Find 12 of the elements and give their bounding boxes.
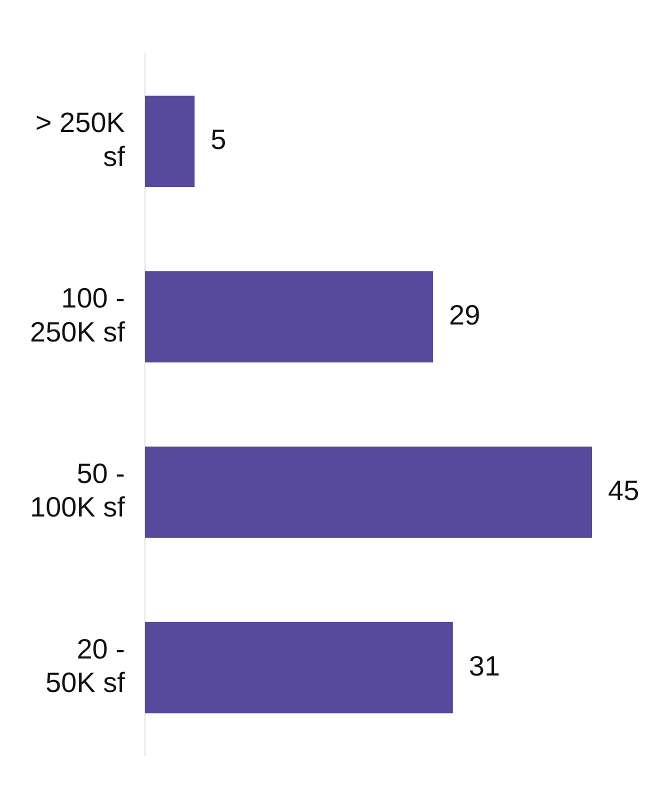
y-tick-label: 100 - 250K sf [30,282,126,348]
bar [144,96,195,187]
data-label: 45 [608,474,640,506]
data-label: 5 [210,124,226,156]
bar [144,446,592,538]
data-label: 31 [468,650,500,682]
bar [144,622,453,714]
bar [144,271,434,362]
data-label: 29 [449,299,480,330]
y-tick-label: 20 - 50K sf [46,634,126,698]
y-tick-label: > 250K sf [35,107,126,172]
y-tick-label: 50 - 100K sf [30,458,126,523]
